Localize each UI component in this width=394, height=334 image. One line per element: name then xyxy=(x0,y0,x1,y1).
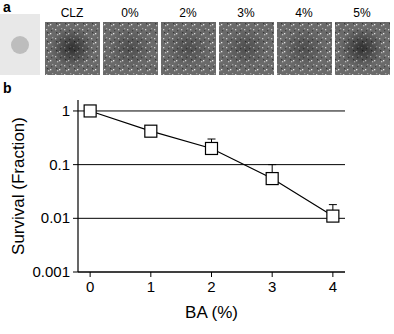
marker xyxy=(145,125,157,137)
y-tick xyxy=(73,164,78,165)
marker xyxy=(84,105,96,117)
y-tick-label: 0.01 xyxy=(41,209,70,226)
grid-line xyxy=(78,272,345,273)
photo xyxy=(103,22,158,75)
y-tick xyxy=(73,218,78,219)
x-tick-label: 0 xyxy=(86,278,94,295)
image-label: CLZ xyxy=(61,6,84,20)
panel-label: b xyxy=(3,80,12,96)
grid-line xyxy=(78,164,345,165)
y-tick-label: 1 xyxy=(62,102,70,119)
plot-marks xyxy=(84,105,339,222)
error-cap xyxy=(208,139,216,140)
image-label: 3% xyxy=(237,6,255,20)
photo xyxy=(161,22,216,75)
x-tick-label: 3 xyxy=(268,278,276,295)
error-cap xyxy=(268,164,276,165)
error-cap xyxy=(329,204,337,205)
image-label: 4% xyxy=(295,6,313,20)
x-axis xyxy=(78,271,345,272)
data-line xyxy=(90,111,333,216)
photo xyxy=(335,22,390,75)
figure: a CLZ 0% 2% 3% 4% 5% b 1 0.1 0.01 0.001 0 1 2 3 4 BA (%) S… xyxy=(0,0,394,334)
y-axis-label: Survival (Fraction) xyxy=(9,117,28,255)
image-label: 5% xyxy=(353,6,371,20)
photo-spot xyxy=(224,28,268,68)
x-tick xyxy=(150,272,151,277)
x-tick xyxy=(211,272,212,277)
marker xyxy=(266,173,278,185)
marker xyxy=(206,142,218,154)
y-tick-label: 0.1 xyxy=(49,156,70,173)
image-label: 2% xyxy=(179,6,197,20)
x-tick xyxy=(332,272,333,277)
x-axis-label: BA (%) xyxy=(185,303,238,322)
y-tick xyxy=(73,272,78,273)
photo-spot xyxy=(166,28,210,68)
photo xyxy=(219,22,274,75)
schematic-spot xyxy=(11,36,29,54)
photo-spot xyxy=(340,28,384,68)
y-tick xyxy=(73,110,78,111)
photo xyxy=(45,22,100,75)
photo xyxy=(277,22,332,75)
x-tick xyxy=(272,272,273,277)
y-axis xyxy=(77,100,78,272)
x-tick-label: 2 xyxy=(207,278,215,295)
grid-line xyxy=(78,110,345,111)
y-tick-label: 0.001 xyxy=(32,263,70,280)
x-tick-label: 1 xyxy=(147,278,155,295)
marker xyxy=(327,210,339,222)
photo-spot xyxy=(282,28,326,68)
grid-line xyxy=(78,218,345,219)
image-label: 0% xyxy=(121,6,139,20)
x-tick-label: 4 xyxy=(329,278,337,295)
photo-spot xyxy=(108,28,152,68)
x-tick xyxy=(90,272,91,277)
photo-spot xyxy=(50,28,94,68)
schematic-well xyxy=(0,14,40,75)
panel-label: a xyxy=(3,0,11,15)
